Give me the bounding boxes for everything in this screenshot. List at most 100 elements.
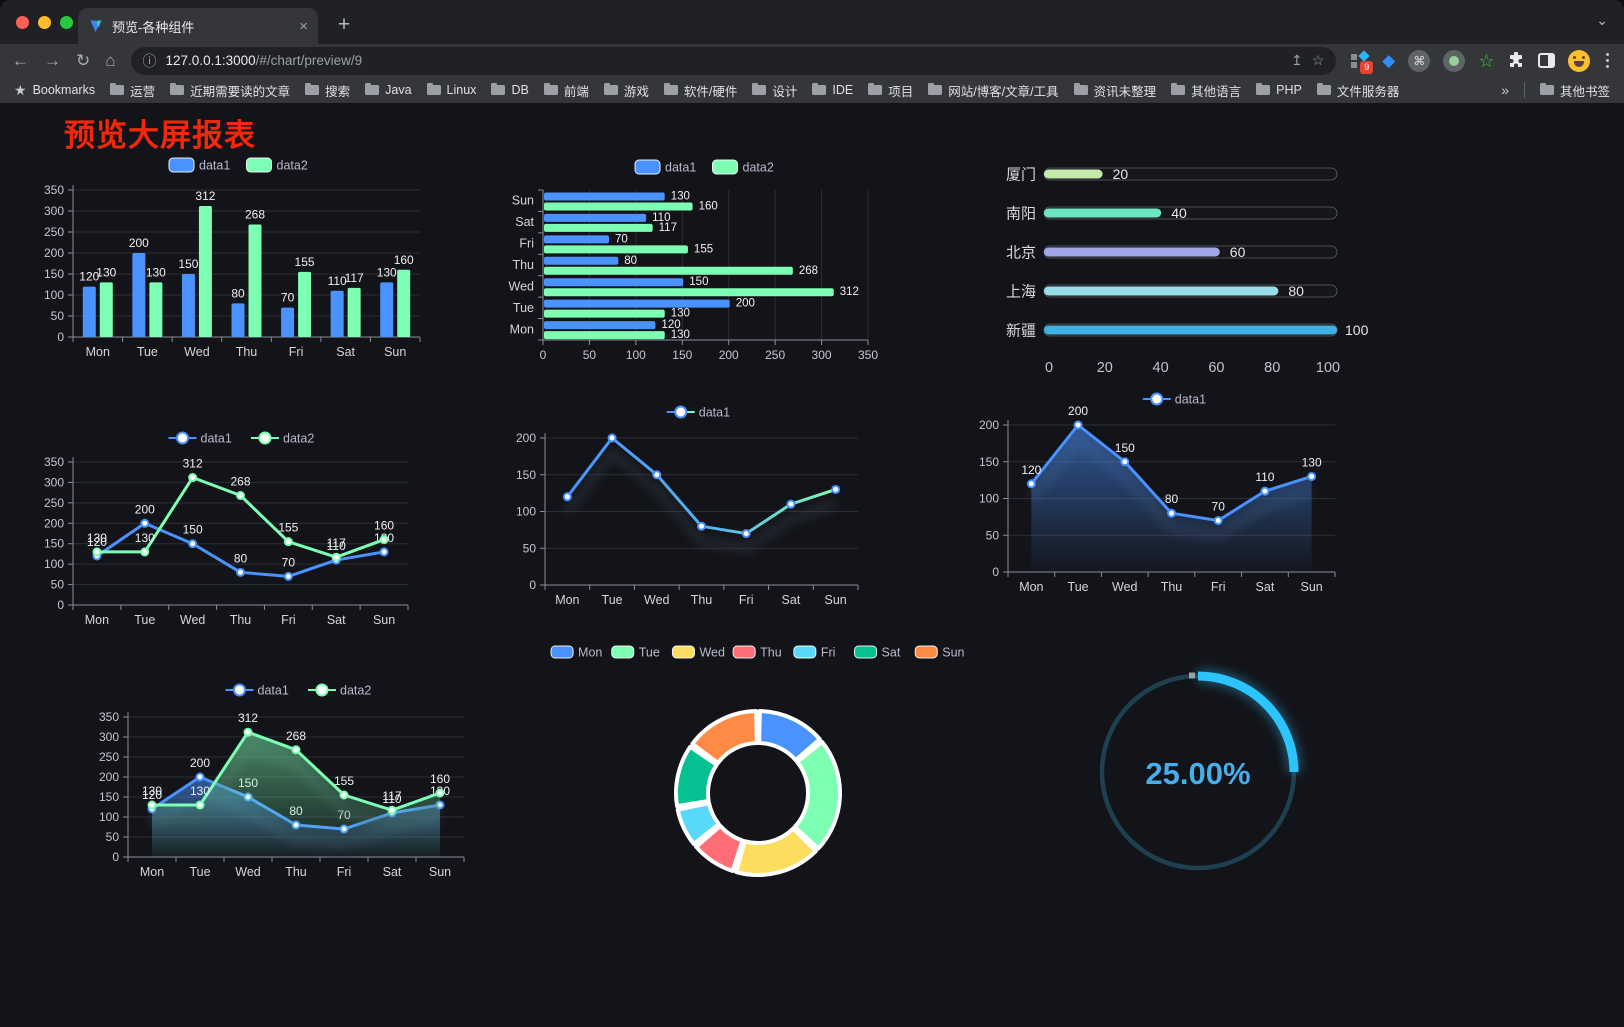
svg-text:200: 200 <box>129 236 149 250</box>
svg-text:Wed: Wed <box>235 865 261 879</box>
other-bookmarks-folder[interactable]: 其他书签 <box>1539 81 1610 100</box>
svg-text:130: 130 <box>1302 455 1322 469</box>
bookmark-label: 设计 <box>772 84 798 99</box>
bookmark-folder[interactable]: PHP <box>1256 82 1302 97</box>
reload-button[interactable]: ↻ <box>76 51 91 70</box>
svg-text:100: 100 <box>1316 360 1340 376</box>
svg-text:0: 0 <box>529 578 536 592</box>
command-extension-icon[interactable]: ⌘ <box>1408 49 1431 72</box>
svg-text:120: 120 <box>661 319 680 331</box>
svg-text:268: 268 <box>230 475 250 489</box>
svg-text:Sat: Sat <box>782 593 801 607</box>
bookmark-folder[interactable]: 其他语言 <box>1171 81 1241 100</box>
bookmark-folder[interactable]: 资讯未整理 <box>1073 81 1156 100</box>
bookmark-folder[interactable]: DB <box>491 82 529 97</box>
bookmark-folder[interactable]: 运营 <box>110 81 155 100</box>
bookmark-folder[interactable]: 近期需要读的文章 <box>170 81 290 100</box>
bookmarks-manager[interactable]: ★ Bookmarks <box>14 82 95 99</box>
svg-text:厦门: 厦门 <box>1006 167 1036 184</box>
site-info-icon[interactable]: ⓘ <box>142 52 157 69</box>
profile-avatar[interactable] <box>1567 49 1590 72</box>
svg-text:200: 200 <box>516 431 536 445</box>
browser-tab[interactable]: 预览-各种组件 × <box>78 8 318 44</box>
svg-text:Tue: Tue <box>189 865 210 879</box>
minimize-window-button[interactable] <box>38 16 51 29</box>
svg-text:Mon: Mon <box>510 322 534 336</box>
legend-bar-grouped[interactable]: data1 data2 <box>168 157 308 173</box>
svg-text:50: 50 <box>51 578 65 592</box>
svg-text:100: 100 <box>44 557 64 571</box>
close-window-button[interactable] <box>16 16 29 29</box>
svg-text:Thu: Thu <box>691 593 713 607</box>
svg-text:Fri: Fri <box>1211 580 1226 594</box>
svg-text:268: 268 <box>245 207 265 221</box>
bookmark-label: 其他语言 <box>1191 84 1242 99</box>
recorder-extension-icon[interactable] <box>1443 49 1466 72</box>
menu-kebab-icon[interactable] <box>1603 52 1613 69</box>
extensions-puzzle-icon[interactable] <box>1508 51 1525 69</box>
svg-text:data1: data1 <box>699 405 730 419</box>
bookmark-folder[interactable]: 搜索 <box>305 81 350 100</box>
gem-extension-icon[interactable]: ◆ <box>1382 51 1396 70</box>
legend-chart-area-two-series[interactable]: data1 data2 <box>225 683 372 697</box>
svg-text:130: 130 <box>671 191 690 203</box>
legend-bar-horizontal[interactable]: data1 data2 <box>634 159 774 175</box>
legend-chart-line-two-series[interactable]: data1 data2 <box>168 431 315 445</box>
svg-text:350: 350 <box>858 348 878 362</box>
svg-text:Sun: Sun <box>942 645 964 659</box>
browser-toolbar: ← → ↻ ⌂ ⓘ 127.0.0.1:3000/#/chart/preview… <box>0 44 1624 77</box>
share-icon[interactable]: ↥ <box>1290 52 1303 68</box>
svg-text:60: 60 <box>1208 360 1224 376</box>
svg-text:150: 150 <box>44 267 64 281</box>
extension-badge: 9 <box>1360 60 1374 74</box>
svg-text:300: 300 <box>44 204 64 218</box>
other-bookmarks-label: 其他书签 <box>1559 84 1610 99</box>
address-bar[interactable]: ⓘ 127.0.0.1:3000/#/chart/preview/9 ↥ ☆ <box>130 46 1337 75</box>
svg-text:200: 200 <box>719 348 739 362</box>
bookmarks-overflow-chevron[interactable]: » <box>1501 82 1509 98</box>
zoom-window-button[interactable] <box>60 16 73 29</box>
bookmark-folder[interactable]: 网站/博客/文章/工具 <box>928 81 1059 100</box>
svg-text:110: 110 <box>328 274 347 288</box>
side-panel-icon[interactable] <box>1537 53 1555 68</box>
bookmark-folder[interactable]: Linux <box>426 82 476 97</box>
folder-icon <box>305 82 320 95</box>
svg-text:50: 50 <box>523 541 537 555</box>
chart-line-gradient: 0 50 100 150 200 Mon Tue Wed Thu Fri Sat Sun <box>516 431 859 607</box>
bookmark-folder[interactable]: IDE <box>812 82 853 97</box>
legend-chart-area-single[interactable]: data1 <box>1142 392 1206 406</box>
svg-text:0: 0 <box>57 598 64 612</box>
svg-text:120: 120 <box>87 535 107 549</box>
svg-text:150: 150 <box>1115 441 1135 455</box>
svg-text:155: 155 <box>278 521 298 535</box>
svg-text:40: 40 <box>1153 360 1169 376</box>
legend-chart-line-gradient[interactable]: data1 <box>666 405 730 419</box>
svg-text:117: 117 <box>327 536 346 550</box>
bookmark-folder[interactable]: 前端 <box>543 81 589 100</box>
svg-text:Mon: Mon <box>578 645 602 659</box>
back-button[interactable]: ← <box>12 51 29 70</box>
bookmark-folder[interactable]: 文件服务器 <box>1316 81 1399 100</box>
svg-text:250: 250 <box>44 225 64 239</box>
tab-close-icon[interactable]: × <box>299 17 308 35</box>
tab-search-chevron-icon[interactable]: ⌄ <box>1596 12 1608 28</box>
bookmark-folder[interactable]: 软件/硬件 <box>663 81 737 100</box>
legend-donut-pie[interactable]: Mon Tue Wed Thu Fri Sat Sun <box>550 645 965 659</box>
svg-text:200: 200 <box>1068 404 1088 418</box>
svg-text:Tue: Tue <box>602 593 623 607</box>
svg-text:Sun: Sun <box>1301 580 1323 594</box>
svg-text:80: 80 <box>1288 283 1304 299</box>
new-tab-button[interactable]: + <box>337 13 351 36</box>
green-star-extension-icon[interactable]: ☆ <box>1478 50 1495 71</box>
bookmark-folder[interactable]: Java <box>365 82 412 97</box>
svg-text:50: 50 <box>51 309 65 323</box>
forward-button[interactable]: → <box>44 51 61 70</box>
bookmark-star-icon[interactable]: ☆ <box>1311 52 1325 68</box>
svg-text:155: 155 <box>334 774 354 788</box>
bookmark-folder[interactable]: 游戏 <box>603 81 649 100</box>
home-button[interactable]: ⌂ <box>105 51 116 70</box>
bookmark-folder[interactable]: 项目 <box>868 81 913 100</box>
bookmark-folder[interactable]: 设计 <box>752 81 797 100</box>
extension-grid-icon[interactable]: 9 <box>1351 49 1374 74</box>
